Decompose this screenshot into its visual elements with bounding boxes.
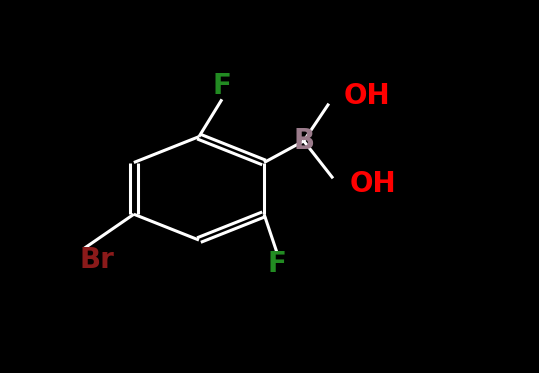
Text: OH: OH <box>350 170 396 198</box>
Text: F: F <box>267 251 286 279</box>
Text: B: B <box>293 127 314 155</box>
Text: F: F <box>212 72 231 100</box>
Text: OH: OH <box>343 82 390 110</box>
Text: Br: Br <box>80 246 114 274</box>
